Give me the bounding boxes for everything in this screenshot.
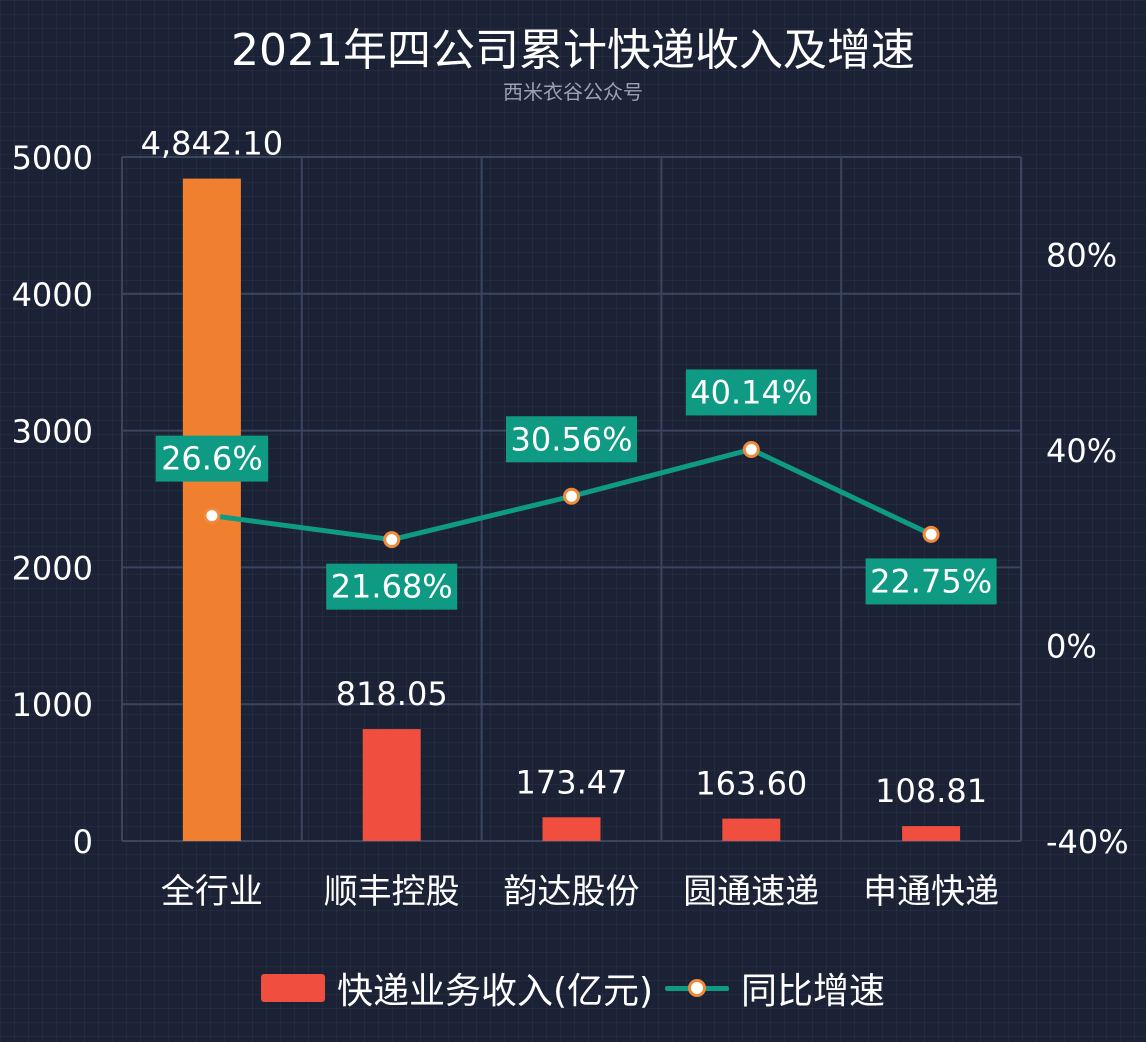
y-right-tick-label: 40% (1046, 432, 1117, 470)
line-label-box (685, 369, 817, 416)
line-label-box (506, 416, 637, 463)
line-point (563, 487, 580, 505)
legend-line-label: 同比增速 (741, 971, 886, 1012)
line-point (742, 440, 760, 458)
axes: 0 1000 2000 3000 4000 5000 -40% 0% 40% 80% 全行业 顺丰控股… (12, 139, 1129, 912)
line-point (383, 531, 401, 549)
bar-value-label: 163.60 (695, 765, 807, 803)
line-value-label: 21.68% (331, 568, 453, 606)
line-value-label: 30.56% (510, 420, 632, 458)
bar (902, 826, 961, 841)
legend-item-line[interactable]: 同比增速 (665, 962, 885, 1014)
line-label-box (155, 435, 269, 482)
legend-bar-label: 快递业务收入(亿元) (336, 971, 654, 1012)
x-tick-label: 顺丰控股 (324, 872, 460, 912)
x-tick-label: 全行业 (161, 872, 263, 912)
y-left-tick-label: 0 (73, 823, 93, 861)
legend-item-bar[interactable]: 快递业务收入(亿元) (260, 962, 654, 1014)
line-series (203, 440, 940, 549)
y-left-tick-label: 1000 (12, 686, 93, 724)
bar-value-label: 818.05 (336, 675, 448, 713)
bar-value-label: 108.81 (875, 772, 987, 810)
line-value-label: 26.6% (161, 440, 263, 478)
x-tick-label: 韵达股份 (504, 872, 640, 912)
bar-value-label: 173.47 (516, 763, 628, 801)
x-tick-label: 圆通速递 (683, 872, 819, 912)
line-value-label: 40.14% (690, 373, 812, 411)
bar (362, 729, 421, 841)
grid (121, 156, 1022, 842)
line-value-label: 22.75% (870, 562, 992, 600)
legend: 快递业务收入(亿元) 同比增速 (0, 962, 1146, 1014)
legend-bar-swatch (260, 974, 325, 1002)
bar-series (182, 178, 961, 842)
y-left-tick-label: 5000 (12, 139, 93, 177)
y-right-tick-label: 80% (1046, 237, 1117, 275)
legend-line-swatch (665, 974, 730, 1002)
line-point (922, 525, 940, 543)
x-tick-label: 申通快递 (863, 872, 999, 912)
line-label-box (326, 563, 458, 610)
y-left-tick-label: 2000 (12, 549, 93, 587)
line-point (203, 507, 221, 525)
y-left-tick-label: 4000 (12, 276, 93, 314)
y-left-tick-label: 3000 (12, 413, 93, 451)
chart-title: 2021年四公司累计快递收入及增速 (231, 25, 915, 76)
bar (542, 817, 601, 841)
bar (722, 818, 781, 841)
data-labels: 4,842.10 818.05 173.47 163.60 108.81 26.6% 21.… (141, 125, 997, 810)
bar-value-label: 4,842.10 (141, 125, 284, 163)
chart-subtitle: 西米衣谷公众号 (503, 80, 643, 104)
line-label-box (865, 558, 997, 605)
y-right-tick-label: -40% (1046, 823, 1129, 861)
y-right-tick-label: 0% (1046, 628, 1097, 666)
